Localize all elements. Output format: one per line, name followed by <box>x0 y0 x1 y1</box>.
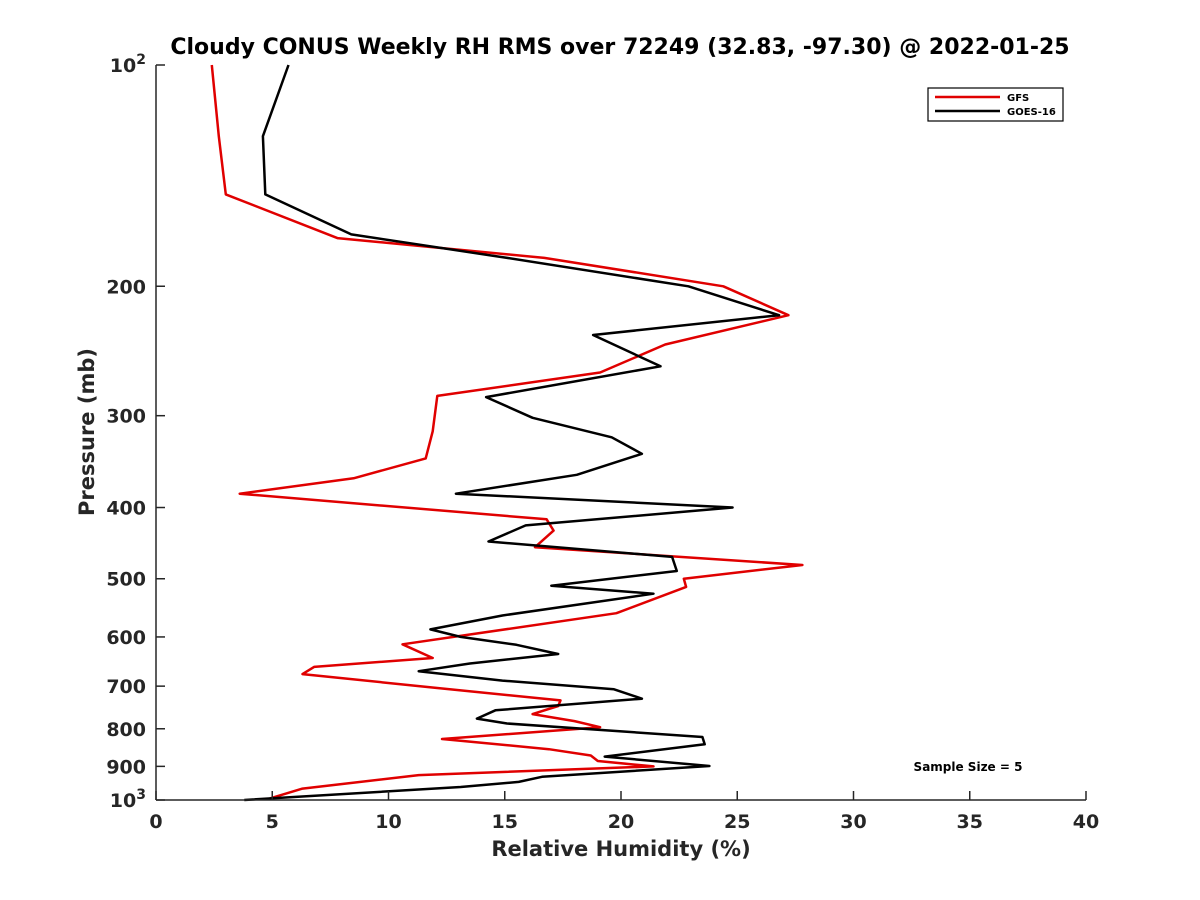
axes <box>155 65 1086 801</box>
x-tick-label: 10 <box>375 811 401 833</box>
y-tick-label: 400 <box>106 498 146 520</box>
y-tick-base: 800 <box>106 719 146 741</box>
legend-label-goes16: GOES-16 <box>1007 107 1056 118</box>
x-tick-label: 25 <box>724 811 750 833</box>
legend-label-gfs: GFS <box>1007 93 1029 104</box>
chart-title: Cloudy CONUS Weekly RH RMS over 72249 (3… <box>170 35 1069 60</box>
y-tick-label: 300 <box>106 406 146 428</box>
y-tick-base: 300 <box>106 406 146 428</box>
y-tick-label: 600 <box>106 627 146 649</box>
series-line-goes16 <box>244 64 781 802</box>
y-tick-label: 103 <box>110 787 146 812</box>
y-tick-label: 800 <box>106 719 146 741</box>
y-tick-base: 10 <box>110 790 136 812</box>
y-tick-base: 600 <box>106 627 146 649</box>
x-ticks: 0 5 10 15 20 25 30 35 40 <box>149 791 1099 833</box>
y-tick-base: 200 <box>106 276 146 298</box>
y-tick-exponent: 2 <box>136 52 146 68</box>
y-tick-base: 400 <box>106 498 146 520</box>
x-tick-label: 0 <box>149 811 162 833</box>
x-tick-label: 30 <box>840 811 866 833</box>
y-axis-label: Pressure (mb) <box>75 348 99 516</box>
x-tick-label: 20 <box>608 811 634 833</box>
legend: GFS GOES-16 <box>927 87 1064 122</box>
y-tick-label: 700 <box>106 676 146 698</box>
sample-size-annotation: Sample Size = 5 <box>914 760 1023 774</box>
y-tick-label: 900 <box>106 756 146 778</box>
y-tick-label: 200 <box>106 276 146 298</box>
y-tick-base: 500 <box>106 569 146 591</box>
plot-area <box>210 64 804 802</box>
x-axis-label: Relative Humidity (%) <box>491 837 750 861</box>
x-tick-label: 40 <box>1073 811 1099 833</box>
legend-box <box>927 87 1064 122</box>
series-line-gfs <box>210 64 804 800</box>
y-tick-base: 700 <box>106 676 146 698</box>
y-tick-exponent: 3 <box>136 787 146 803</box>
y-tick-label: 102 <box>110 52 146 77</box>
y-tick-base: 10 <box>110 55 136 77</box>
y-tick-label: 500 <box>106 569 146 591</box>
y-tick-base: 900 <box>106 756 146 778</box>
x-tick-label: 15 <box>492 811 518 833</box>
x-tick-label: 35 <box>957 811 983 833</box>
x-tick-label: 5 <box>266 811 279 833</box>
